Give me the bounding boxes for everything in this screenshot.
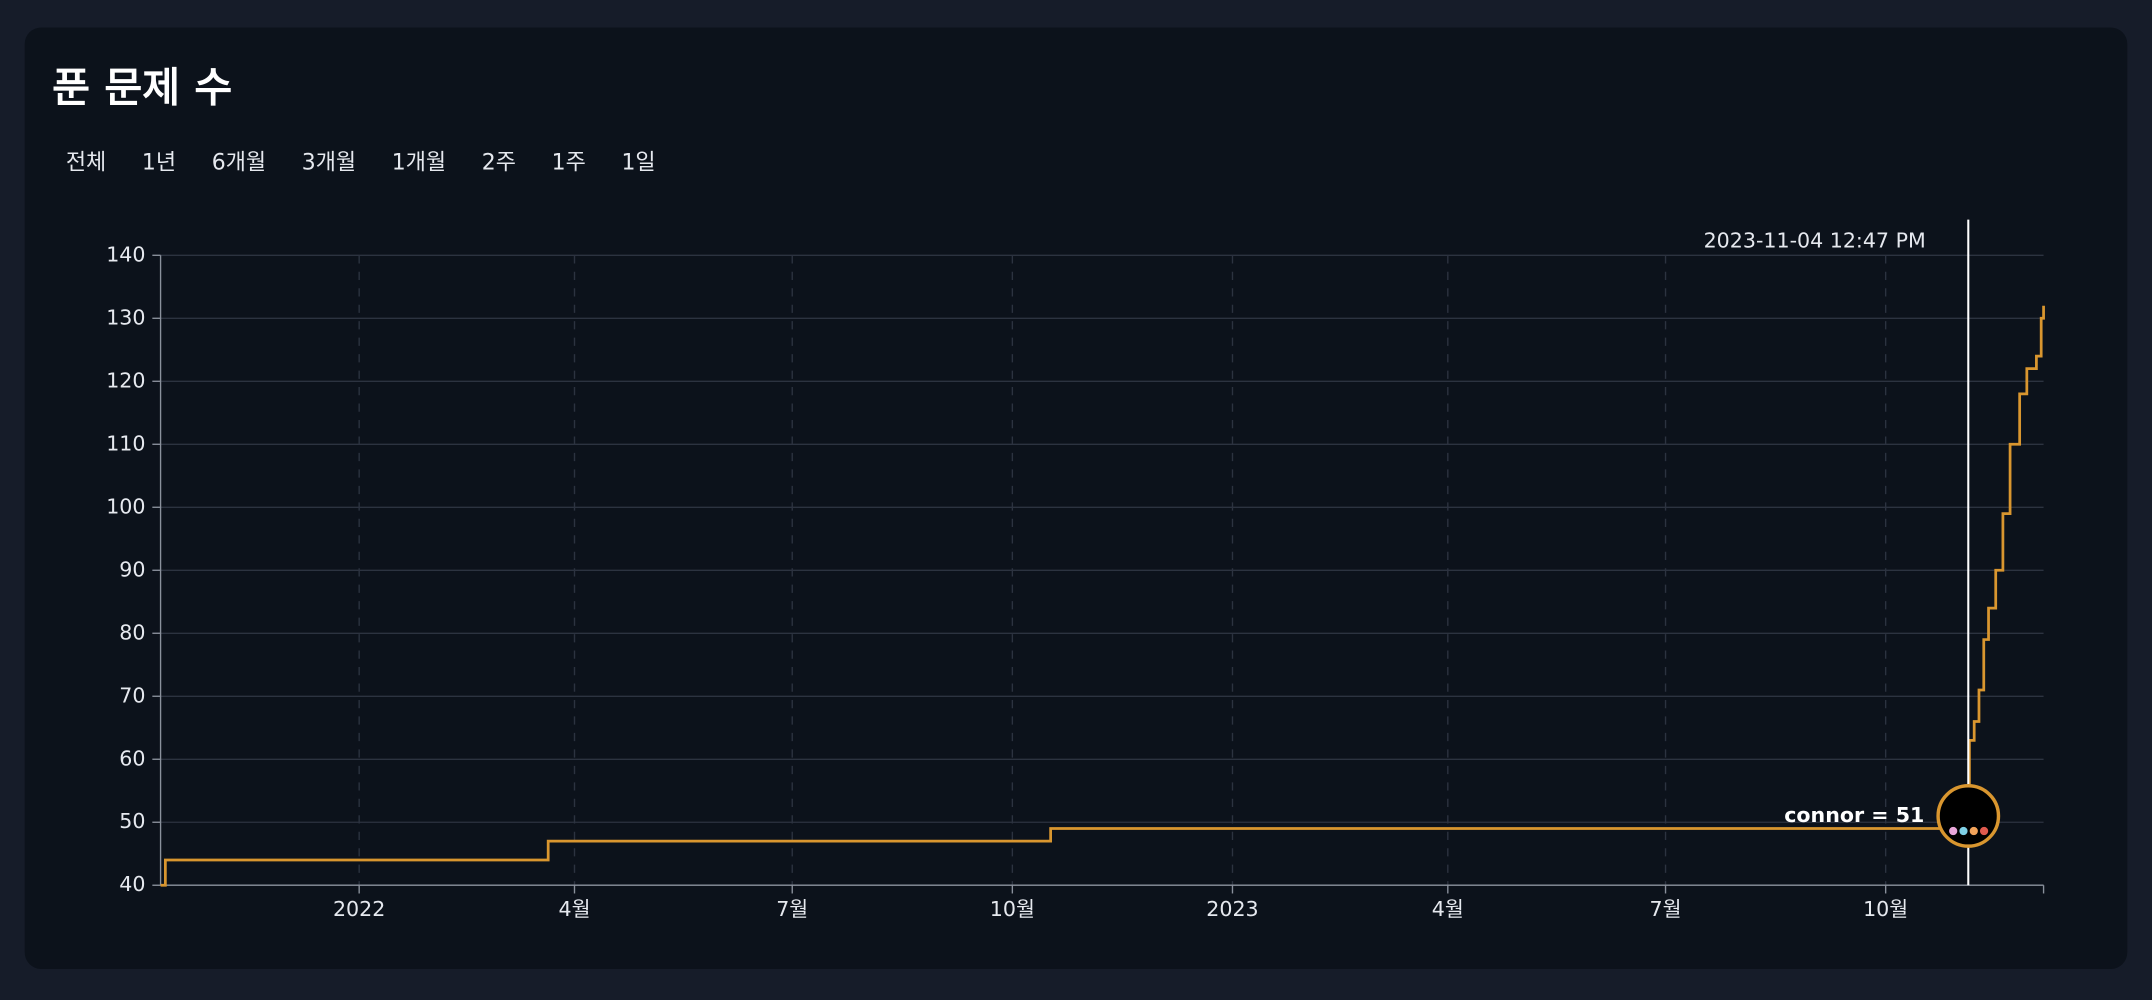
range-button[interactable]: 1개월 <box>392 150 446 175</box>
avatar-dot <box>1959 826 1968 836</box>
x-tick-label: 2023 <box>1206 897 1258 921</box>
x-tick-label: 4월 <box>558 897 590 921</box>
y-tick-label: 90 <box>119 557 145 581</box>
step-line <box>160 305 2045 887</box>
range-button[interactable]: 6개월 <box>212 150 266 175</box>
y-tick-label: 130 <box>106 305 145 329</box>
x-tick-label: 2022 <box>333 897 385 921</box>
range-button[interactable]: 1년 <box>142 150 176 175</box>
y-tick-label: 100 <box>106 494 145 518</box>
range-button[interactable]: 1주 <box>552 150 586 175</box>
card <box>24 27 2128 969</box>
avatar-dot <box>1949 826 1958 836</box>
x-tick-label: 7월 <box>1650 897 1682 921</box>
range-button[interactable]: 전체 <box>66 150 106 175</box>
range-button[interactable]: 1일 <box>621 150 655 175</box>
hover-time: 2023-11-04 12:47 PM <box>1704 229 1926 253</box>
x-tick-label: 7월 <box>776 897 808 921</box>
x-tick-label: 4월 <box>1432 897 1464 921</box>
avatar-dot <box>1969 826 1978 836</box>
hover-label: connor = 51 <box>1784 803 1924 827</box>
y-tick-label: 80 <box>119 620 145 644</box>
y-tick-label: 120 <box>106 368 145 392</box>
avatar-dot <box>1979 826 1989 836</box>
chart-title: 푼 문제 수 <box>52 64 232 112</box>
x-tick-label: 10월 <box>1863 897 1908 921</box>
range-button[interactable]: 3개월 <box>302 150 356 175</box>
hover-marker <box>1936 784 2001 848</box>
range-button[interactable]: 2주 <box>482 150 516 175</box>
y-tick-label: 140 <box>106 242 145 266</box>
y-tick-label: 70 <box>119 683 145 707</box>
y-tick-label: 40 <box>119 872 145 896</box>
y-tick-label: 60 <box>119 746 145 770</box>
y-tick-label: 50 <box>119 809 145 833</box>
x-tick-label: 10월 <box>990 897 1035 921</box>
y-tick-label: 110 <box>106 431 145 455</box>
